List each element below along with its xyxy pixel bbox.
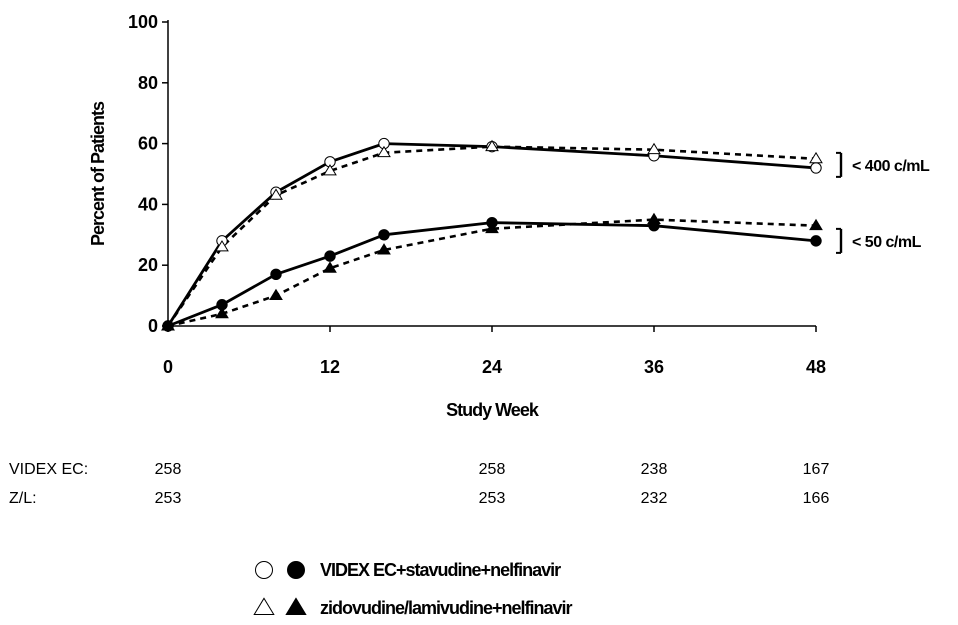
count-value: 238 [641, 461, 668, 478]
legend-marker-open [255, 561, 273, 579]
y-tick-label: 80 [138, 73, 158, 93]
series-line-1 [166, 145, 817, 327]
data-point-s2 [378, 229, 390, 241]
data-point-s1 [809, 151, 823, 164]
band-annotations: < 400 c/mL < 50 c/mL [836, 151, 931, 254]
count-value: 167 [803, 461, 830, 478]
legend-label: VIDEX EC+stavudine+nelfinavir [320, 560, 561, 580]
y-axis-title: Percent of Patients [88, 101, 108, 246]
legend: VIDEX EC+stavudine+nelfinavir zidovudine/… [253, 560, 574, 618]
data-point-s2 [810, 235, 822, 247]
data-point-s3 [215, 306, 229, 319]
x-tick-label: 48 [806, 357, 826, 377]
data-point-s2 [324, 250, 336, 262]
legend-label: zidovudine/lamivudine+nelfinavir [320, 598, 573, 618]
data-point-s2 [270, 268, 282, 281]
data-point-s3 [809, 218, 823, 231]
data-point-s1 [215, 240, 229, 252]
count-value: 232 [641, 490, 668, 507]
band-label: < 50 c/mL [852, 234, 922, 251]
count-row-label: Z/L: [9, 490, 37, 507]
x-axis-title: Study Week [446, 400, 540, 420]
y-axis: 0 20 40 60 80 100 [128, 12, 169, 336]
data-point-s1 [269, 188, 283, 200]
y-tick-label: 40 [138, 194, 158, 214]
x-tick-label: 0 [163, 357, 173, 377]
data-point-s3 [323, 261, 337, 273]
x-tick-label: 36 [644, 357, 664, 377]
data-point-s1 [323, 164, 337, 176]
count-value: 258 [155, 461, 182, 478]
x-axis: 0 12 24 36 48 [163, 325, 826, 377]
y-tick-label: 0 [148, 316, 158, 336]
data-point-s3 [269, 288, 283, 301]
count-value: 166 [803, 490, 830, 507]
data-point-s3 [377, 243, 391, 255]
series-line-2 [167, 221, 817, 328]
legend-marker-open [253, 597, 275, 615]
x-tick-label: 24 [482, 357, 502, 377]
x-tick-label: 12 [320, 357, 340, 377]
data-point-s1 [377, 145, 391, 158]
data-point-s1 [647, 142, 661, 155]
data-point-s3 [161, 319, 175, 331]
series-line-3 [167, 218, 817, 328]
data-point-s0 [810, 162, 822, 174]
plot-series [161, 137, 823, 332]
y-tick-label: 20 [138, 255, 158, 275]
patient-count-table: VIDEX EC: 258 258 238 167 Z/L: 253 253 232 166 [9, 461, 829, 507]
data-point-s1 [485, 139, 499, 152]
y-tick-label: 60 [138, 134, 158, 154]
count-value: 258 [479, 461, 506, 478]
count-value: 253 [479, 490, 506, 507]
count-row-label: VIDEX EC: [9, 461, 88, 478]
data-point-s3 [485, 221, 499, 234]
data-point-s3 [647, 212, 661, 225]
y-tick-label: 100 [128, 12, 158, 32]
legend-marker-filled [287, 561, 305, 579]
count-value: 253 [155, 490, 182, 507]
band-label: < 400 c/mL [852, 158, 930, 175]
series-line-0 [166, 142, 817, 327]
legend-marker-filled [285, 597, 307, 615]
